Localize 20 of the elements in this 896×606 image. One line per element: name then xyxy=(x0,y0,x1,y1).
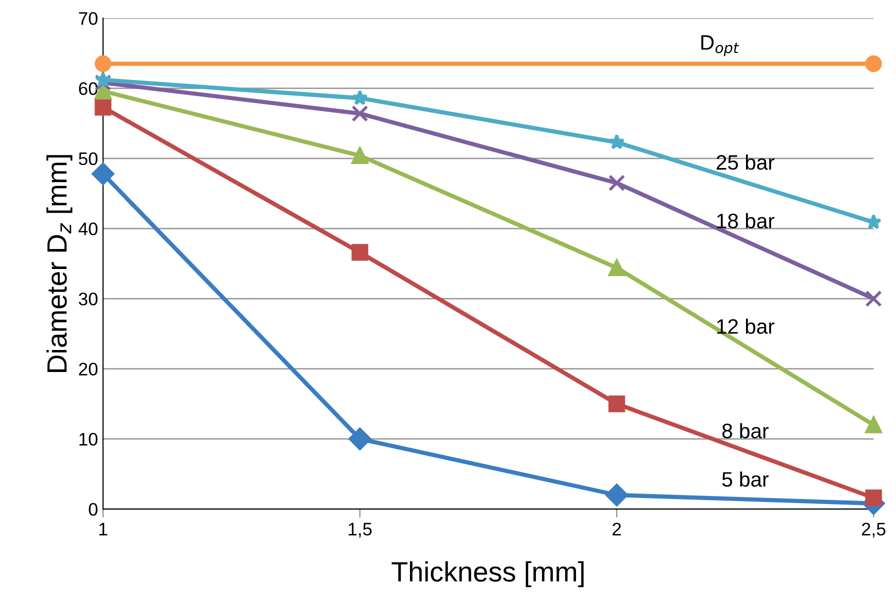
series-label: D$_{opt}$ xyxy=(701,35,740,56)
y-tick-label: 50 xyxy=(78,152,98,166)
series-label: 18 bar xyxy=(717,213,774,228)
y-tick-label: 40 xyxy=(78,222,98,236)
series-label: 25 bar xyxy=(716,154,774,170)
x-axis-title: Thickness [mm] xyxy=(392,561,584,588)
x-tick-label: 2 xyxy=(612,522,621,536)
y-tick-label: 70 xyxy=(79,12,98,25)
x-tick-label: 2,5 xyxy=(862,522,886,538)
y-tick-label: 60 xyxy=(79,82,98,96)
y-tick-label: 20 xyxy=(79,362,98,376)
y-tick-label: 0 xyxy=(88,502,98,516)
y-tick-label: 30 xyxy=(78,292,98,306)
series-label: 8 bar xyxy=(722,423,769,438)
y-tick-label: 10 xyxy=(79,432,98,446)
y-axis-title: Diameter D$_{z}$ [mm] xyxy=(46,155,72,372)
series-label: 12 bar xyxy=(717,318,774,334)
x-tick-label: 1 xyxy=(99,522,108,536)
x-tick-label: 1,5 xyxy=(348,522,372,538)
series-label: 5 bar xyxy=(722,471,769,487)
